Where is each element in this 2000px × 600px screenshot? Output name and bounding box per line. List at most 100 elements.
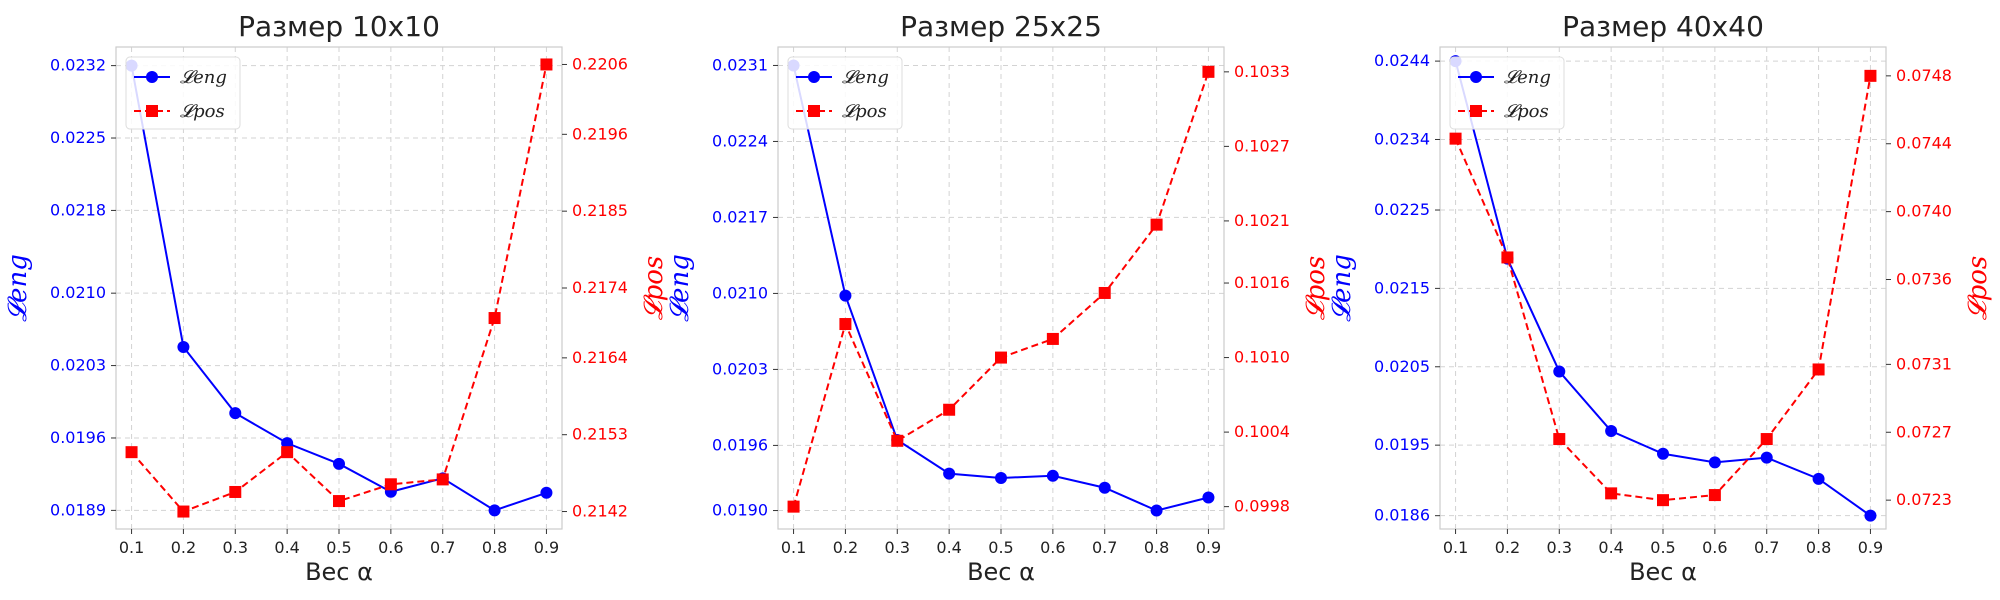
x-tick-label: 0.5	[1650, 538, 1675, 557]
x-tick-label: 0.5	[988, 538, 1013, 557]
data-point-eng	[229, 407, 242, 420]
y-right-tick-label: 0.2185	[572, 201, 628, 220]
chart-title: Размер 10x10	[238, 10, 440, 43]
legend-label-text: 𝓛eng	[180, 67, 227, 88]
y-left-axis-label: 𝓛eng	[1327, 254, 1357, 322]
x-tick-label: 0.5	[326, 538, 351, 557]
y-left-tick-label: 0.0189	[50, 500, 106, 519]
data-point-pos	[125, 446, 138, 459]
y-right-tick-label: 0.0731	[1896, 354, 1952, 373]
y-right-tick-label: 0.2206	[572, 54, 628, 73]
x-tick-label: 0.7	[1092, 538, 1117, 557]
data-point-eng	[1098, 481, 1111, 494]
x-tick-label: 0.3	[223, 538, 248, 557]
chart-panel-1: Размер 10x10 0.1 0.2 0.3 0.4 0.5 0.6 0.7 0.8 0.9 В…	[3, 10, 669, 586]
x-tick-label: 0.9	[1858, 538, 1883, 557]
y-left-axis-label: 𝓛eng	[665, 254, 695, 322]
data-point-pos	[995, 351, 1007, 364]
y-right-tick-label: 0.2196	[572, 124, 628, 143]
data-point-pos	[1501, 251, 1514, 264]
y-right-tick-label: 0.0727	[1896, 422, 1952, 441]
data-point-eng	[1864, 509, 1877, 522]
data-point-pos	[540, 58, 553, 71]
data-point-pos	[1708, 489, 1721, 502]
data-point-eng	[1150, 504, 1163, 517]
y-left-axis-label-text: 𝓛eng	[665, 254, 695, 322]
y-right-axis-label: 𝓛pos	[1963, 256, 1993, 321]
data-point-pos	[177, 505, 190, 518]
data-point-pos	[333, 495, 345, 508]
legend-label-text: 𝓛pos	[180, 101, 225, 122]
data-point-eng	[488, 504, 501, 517]
data-point-eng	[1812, 472, 1825, 485]
legend-label-text: 𝓛eng	[842, 67, 889, 88]
y-right-axis-label-text: 𝓛pos	[1301, 256, 1331, 321]
y-right-tick-label: 0.2164	[572, 348, 628, 367]
y-left-tick-label: 0.0234	[1374, 129, 1430, 148]
y-left-tick-label: 0.0186	[1374, 506, 1430, 525]
y-right-axis-label-text: 𝓛pos	[639, 256, 669, 321]
data-point-pos	[1046, 332, 1059, 345]
data-point-eng	[943, 467, 956, 480]
x-tick-label: 0.2	[1495, 538, 1520, 557]
x-tick-label: 0.1	[781, 538, 806, 557]
y-left-tick-label: 0.0196	[50, 428, 106, 447]
data-point-pos	[1553, 433, 1566, 446]
y-left-tick-label: 0.0231	[712, 55, 768, 74]
x-tick-label: 0.3	[1547, 538, 1572, 557]
x-tick-label: 0.1	[119, 538, 144, 557]
legend-label: 𝓛eng	[1504, 67, 1551, 88]
y-right-tick-label: 0.2174	[572, 278, 628, 297]
y-left-tick-label: 0.0190	[712, 501, 768, 520]
y-left-tick-label: 0.0205	[1374, 357, 1430, 376]
y-left-axis-label-text: 𝓛eng	[3, 254, 33, 322]
data-point-pos	[229, 485, 242, 498]
y-right-tick-label: 0.1033	[1234, 62, 1290, 81]
x-tick-label: 0.9	[1196, 538, 1221, 557]
data-point-eng	[1202, 491, 1215, 504]
y-left-tick-label: 0.0225	[1374, 200, 1430, 219]
y-left-tick-label: 0.0225	[50, 128, 106, 147]
chart-panel-3: Размер 40x40 0.1 0.2 0.3 0.4 0.5 0.6 0.7 0.8 0.9 В…	[1327, 10, 1993, 586]
y-right-tick-label: 0.2153	[572, 425, 628, 444]
x-tick-label: 0.8	[1806, 538, 1831, 557]
legend-label: 𝓛eng	[180, 67, 227, 88]
x-tick-label: 0.8	[482, 538, 507, 557]
y-right-axis-label: 𝓛pos	[1301, 256, 1331, 321]
y-right-tick-label: 0.2142	[572, 502, 628, 521]
y-left-tick-label: 0.0217	[712, 207, 768, 226]
y-left-tick-label: 0.0195	[1374, 435, 1430, 454]
y-right-tick-label: 0.0740	[1896, 202, 1952, 221]
y-left-axis-label: 𝓛eng	[3, 254, 33, 322]
legend-marker-eng	[808, 71, 820, 83]
legend-marker-pos	[146, 105, 158, 117]
data-point-eng	[177, 340, 190, 353]
data-point-pos	[384, 478, 397, 491]
x-tick-label: 0.1	[1443, 538, 1468, 557]
data-point-pos	[787, 500, 800, 513]
chart-panel-2: Размер 25x25 0.1 0.2 0.3 0.4 0.5 0.6 0.7 0.8 0.9 В…	[665, 10, 1331, 586]
data-point-pos	[281, 446, 294, 459]
y-right-tick-label: 0.1010	[1234, 348, 1290, 367]
legend-label: 𝓛pos	[842, 101, 887, 122]
data-point-pos	[1812, 363, 1825, 376]
data-point-pos	[891, 434, 904, 447]
legend-label-text: 𝓛eng	[1504, 67, 1551, 88]
data-point-pos	[488, 312, 501, 325]
data-point-pos	[1449, 132, 1462, 145]
y-right-tick-label: 0.0998	[1234, 497, 1290, 516]
data-point-pos	[943, 403, 956, 416]
x-tick-label: 0.3	[885, 538, 910, 557]
legend-label: 𝓛pos	[180, 101, 225, 122]
data-point-pos	[436, 473, 449, 486]
x-tick-label: 0.6	[378, 538, 403, 557]
y-left-tick-label: 0.0203	[50, 356, 106, 375]
y-left-tick-label: 0.0244	[1374, 51, 1430, 70]
y-left-tick-label: 0.0210	[50, 283, 106, 302]
x-tick-label: 0.4	[1598, 538, 1623, 557]
legend-label: 𝓛pos	[1504, 101, 1549, 122]
y-right-tick-label: 0.0723	[1896, 490, 1952, 509]
data-point-eng	[995, 471, 1007, 484]
x-axis-label: Вес α	[1629, 558, 1697, 586]
y-left-tick-label: 0.0232	[50, 56, 106, 75]
